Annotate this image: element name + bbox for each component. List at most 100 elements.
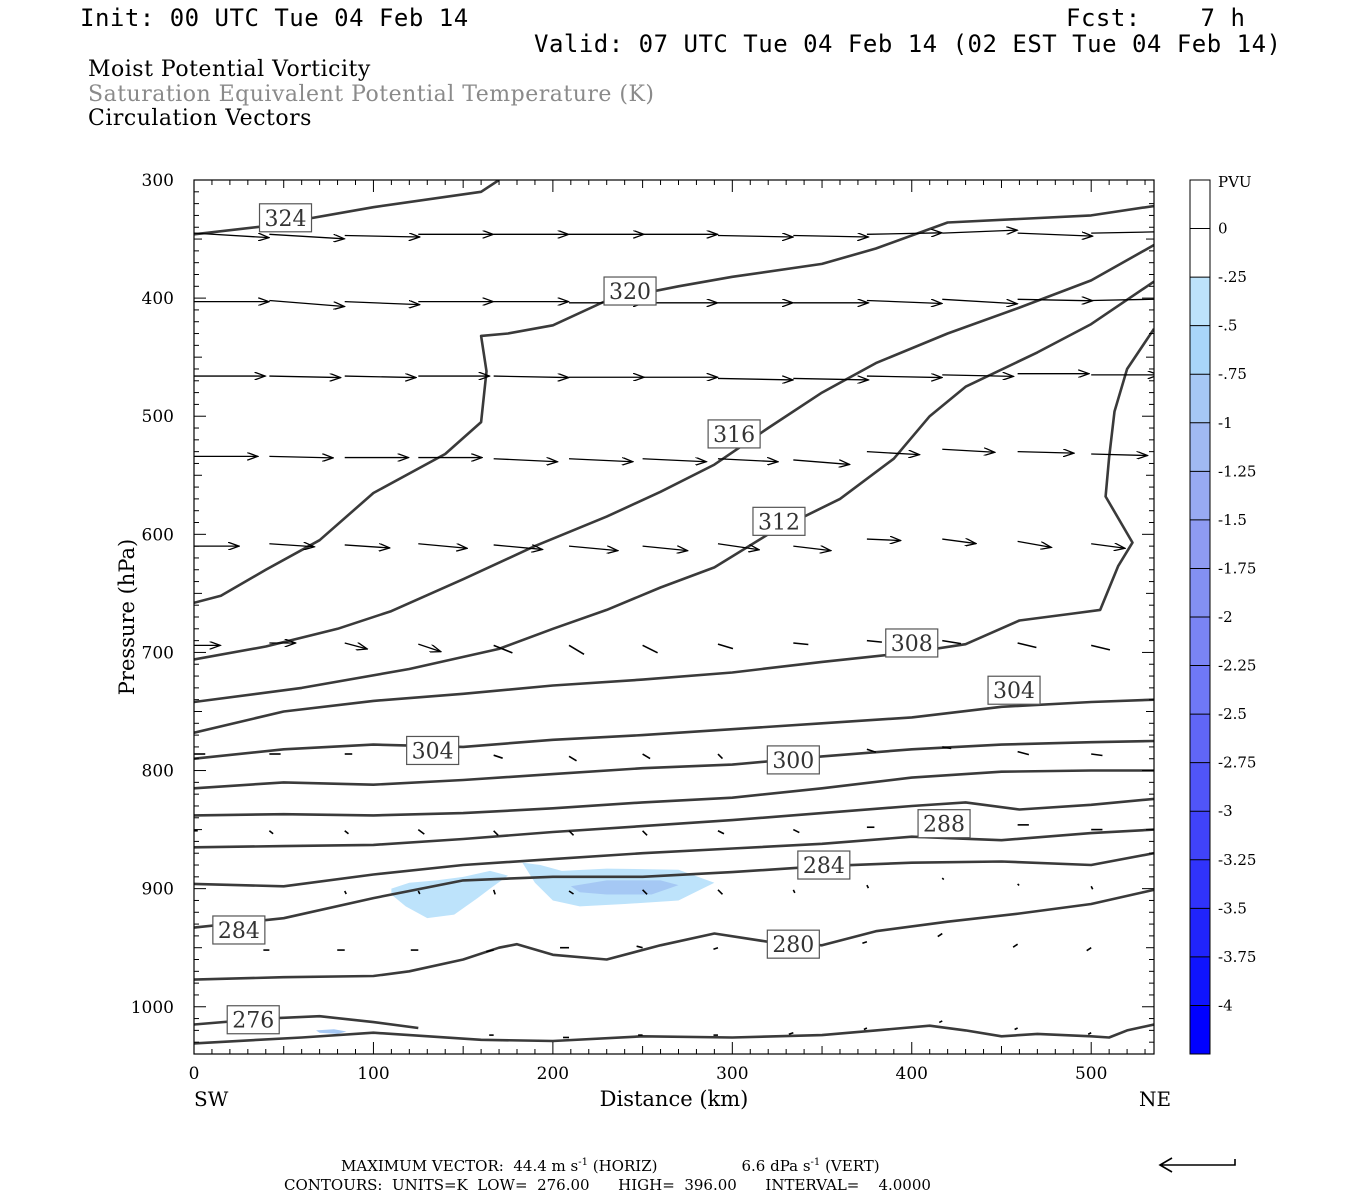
colorbar-segment [1190,422,1210,472]
colorbar-label: -.75 [1218,365,1247,383]
max-horiz-suffix: (HORIZ) [587,1157,658,1175]
theta-contour [194,739,1154,790]
circulation-vector [866,639,882,643]
circulation-vector [788,1031,794,1035]
contour-label-box [766,745,820,775]
circulation-vector [636,945,643,949]
colorbar-label: -1.5 [1218,511,1247,529]
axes-layer: 300 400 500 600 700 800 900 1000 0 100 200 300 400 50… [131,171,1154,1084]
contour-label: 308 [891,632,933,657]
x-tick-label: 0 [189,1064,200,1084]
contour-label-box [406,735,460,766]
circulation-vector [717,543,759,550]
valid-time: Valid: 07 UTC Tue 04 Feb 14 (02 EST Tue … [534,30,1282,58]
circulation-vector [1017,642,1037,649]
circulation-vector [344,643,368,649]
circulation-vector [642,753,651,760]
y-tick-label: 600 [142,525,174,545]
contour-label-box [226,1005,280,1035]
contour-label-box [752,506,806,536]
circulation-vector [793,236,868,238]
circulation-vector [713,946,719,950]
y-axis-label: Pressure (hPa) [115,539,139,695]
circulation-vector [418,643,441,652]
circulation-vector [1017,452,1074,454]
colorbar-segment [1190,859,1210,909]
colorbar-segment [1190,374,1210,424]
circulation-vector [568,644,585,656]
circulation-vector [344,376,416,378]
contour-label-box [603,276,657,306]
circulation-vector [717,889,724,895]
circulation-vector [1017,540,1052,547]
circulation-vector [568,459,633,462]
contour-label: 304 [993,679,1035,704]
circulation-vector [1012,943,1019,948]
circulation-vector [937,932,943,938]
theta-contour [194,769,1154,817]
circulation-vector [717,236,793,238]
circulation-vector [866,376,942,378]
colorbar-label: -3 [1218,802,1233,820]
colorbar-segment [1190,568,1210,618]
circulation-vector [269,376,340,378]
x-tick-label: 500 [1075,1064,1107,1084]
contour-label-box [766,929,820,959]
colorbar-label: -3.5 [1218,899,1247,917]
colorbar-label: -2.5 [1218,705,1247,723]
legend-title-theta: Saturation Equivalent Potential Temperat… [88,82,655,107]
theta-contour [194,851,1154,929]
theta-contour [194,328,1154,734]
circulation-vector [493,544,543,550]
circulation-vector [942,230,1017,233]
circulation-vector [862,941,868,945]
circulation-vector [793,378,868,380]
max-vert-suffix: (VERT) [820,1157,880,1175]
max-vert-vector: 6.6 dPa s [741,1157,811,1175]
reference-vector [1158,1157,1236,1173]
y-tick-label: 800 [142,762,174,782]
contour-label: 316 [713,423,755,448]
x-tick-label: 300 [716,1064,748,1084]
contour-label: 276 [232,1009,274,1034]
circulation-vector-layer [194,230,1154,1039]
colorbar-label: -1 [1218,414,1233,432]
y-tick-label: 500 [142,407,174,427]
contour-label: 304 [412,739,454,764]
circulation-vector [568,890,574,895]
circulation-vector [793,642,809,646]
circulation-vector [1017,750,1030,756]
contour-label: 320 [609,280,651,305]
colorbar-segment [1190,519,1210,569]
theta-contour [194,888,1154,981]
circulation-vector [1017,883,1020,886]
circulation-vector [942,375,1013,377]
y-tick-label: 400 [142,289,174,309]
circulation-vector [344,890,347,895]
circulation-vector [866,748,877,754]
forecast-hour: Fcst: 7 h [1066,4,1246,32]
circulation-vector [941,877,945,881]
colorbar-label: -1.75 [1218,559,1256,577]
x-tick-label: 400 [896,1064,928,1084]
circulation-vector [793,459,849,465]
colorbar-segment [1190,1005,1210,1055]
circulation-vector [568,545,618,551]
circulation-vector [568,755,577,762]
theta-contour [194,180,500,236]
theta-contour [194,204,1154,605]
contour-label: 284 [803,854,845,879]
max-horiz-vector: MAXIMUM VECTOR: 44.4 m s [341,1157,579,1175]
contour-label-box [987,675,1041,705]
circulation-vector [1091,298,1154,302]
max-vector-line: MAXIMUM VECTOR: 44.4 m s -1 (HORIZ) 6.6 dP… [341,1157,880,1175]
x-axis-label: Distance (km) [600,1087,749,1111]
circulation-vector [1091,454,1147,456]
circulation-vector [717,643,734,650]
circulation-vector [717,830,725,835]
colorbar-segment [1190,811,1210,861]
contour-label-box [885,628,939,658]
contour-info-line: CONTOURS: UNITS=K LOW= 276.00 HIGH= 396.… [284,1176,931,1194]
pv-colorbar: 0 -.25 -.5 -.75 -1 -1.25 -1.5 -1.75 -2 -2.25 -2.5 -… [1189,179,1256,1055]
max-vert-units-exponent: -1 [810,1157,821,1168]
